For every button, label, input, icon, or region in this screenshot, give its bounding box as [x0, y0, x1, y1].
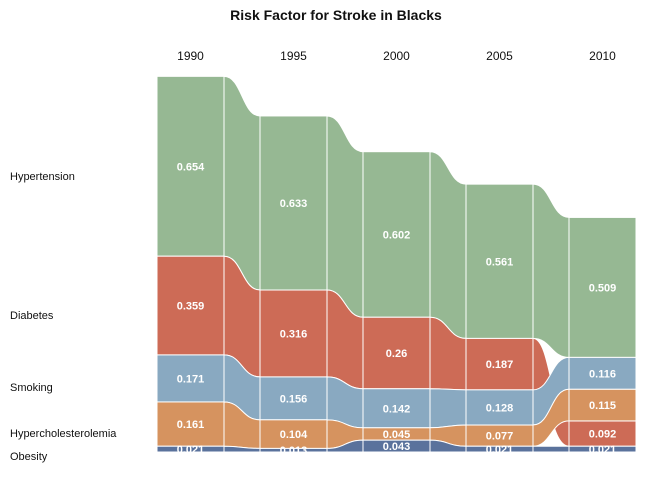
bar-hypertension-1990: [156, 75, 225, 257]
value-label-smoking-1990: 0.171: [177, 373, 205, 385]
ribbon-hypertension-2000-2005: [429, 151, 467, 339]
value-label-diabetes-2010: 0.092: [589, 429, 617, 441]
value-label-hypercholesterolemia-2000: 0.045: [383, 429, 411, 441]
bar-diabetes-1990: [156, 255, 225, 356]
value-label-hypercholesterolemia-1990: 0.161: [177, 419, 205, 431]
row-label-diabetes: Diabetes: [10, 310, 54, 322]
ribbon-hypertension-2005-2010: [532, 183, 570, 358]
bar-obesity-2010: [568, 445, 637, 453]
bar-hypercholesterolemia-1995: [259, 419, 328, 449]
value-label-diabetes-2000: 0.26: [386, 348, 407, 360]
bar-hypertension-2010: [568, 216, 637, 358]
bar-hypertension-2005: [465, 183, 534, 339]
year-label-1995: 1995: [280, 49, 307, 63]
bar-diabetes-2000: [362, 316, 431, 390]
bar-diabetes-2010: [568, 420, 637, 447]
bar-obesity-1990: [156, 445, 225, 453]
bar-smoking-2010: [568, 356, 637, 390]
bar-smoking-1990: [156, 354, 225, 403]
ribbon-obesity-2005-2010: [532, 445, 570, 453]
row-label-hypertension: Hypertension: [10, 171, 75, 183]
value-label-smoking-2010: 0.116: [589, 368, 616, 380]
bar-hypertension-1995: [259, 115, 328, 291]
year-label-1990: 1990: [177, 49, 204, 63]
value-label-diabetes-1995: 0.316: [280, 328, 308, 340]
value-label-hypercholesterolemia-2005: 0.077: [486, 431, 514, 443]
value-label-obesity-2000: 0.043: [383, 441, 411, 453]
year-label-2010: 2010: [589, 49, 616, 63]
value-label-hypertension-2005: 0.561: [486, 256, 514, 268]
chart-title: Risk Factor for Stroke in Blacks: [230, 7, 442, 23]
value-label-diabetes-1990: 0.359: [177, 301, 205, 313]
bar-smoking-1995: [259, 376, 328, 421]
value-label-hypercholesterolemia-2010: 0.115: [589, 400, 616, 412]
ribbon-smoking-2000-2005: [429, 388, 467, 429]
bar-diabetes-2005: [465, 337, 534, 391]
row-label-obesity: Obesity: [10, 451, 48, 463]
value-label-smoking-2000: 0.142: [383, 403, 411, 415]
value-label-hypercholesterolemia-1995: 0.104: [280, 429, 308, 441]
row-label-smoking: Smoking: [10, 382, 53, 394]
bar-obesity-2000: [362, 439, 431, 453]
bar-obesity-2005: [465, 445, 534, 453]
value-label-hypertension-1995: 0.633: [280, 198, 308, 210]
value-label-smoking-2005: 0.128: [486, 402, 514, 414]
bar-hypertension-2000: [362, 151, 431, 318]
value-label-hypertension-2000: 0.602: [383, 229, 411, 241]
value-label-diabetes-2005: 0.187: [486, 359, 514, 371]
bar-obesity-1995: [259, 447, 328, 453]
value-label-smoking-1995: 0.156: [280, 393, 308, 405]
bar-hypercholesterolemia-2010: [568, 388, 637, 422]
value-label-hypertension-2010: 0.509: [589, 282, 617, 294]
value-label-hypertension-1990: 0.654: [177, 161, 205, 173]
bar-smoking-2005: [465, 389, 534, 426]
row-label-hypercholesterolemia: Hypercholesterolemia: [10, 428, 117, 440]
ribbon-hypertension-1995-2000: [326, 115, 364, 318]
bar-hypercholesterolemia-1990: [156, 401, 225, 447]
year-label-2005: 2005: [486, 49, 513, 63]
year-label-2000: 2000: [383, 49, 410, 63]
bottom-mask: [0, 453, 672, 480]
